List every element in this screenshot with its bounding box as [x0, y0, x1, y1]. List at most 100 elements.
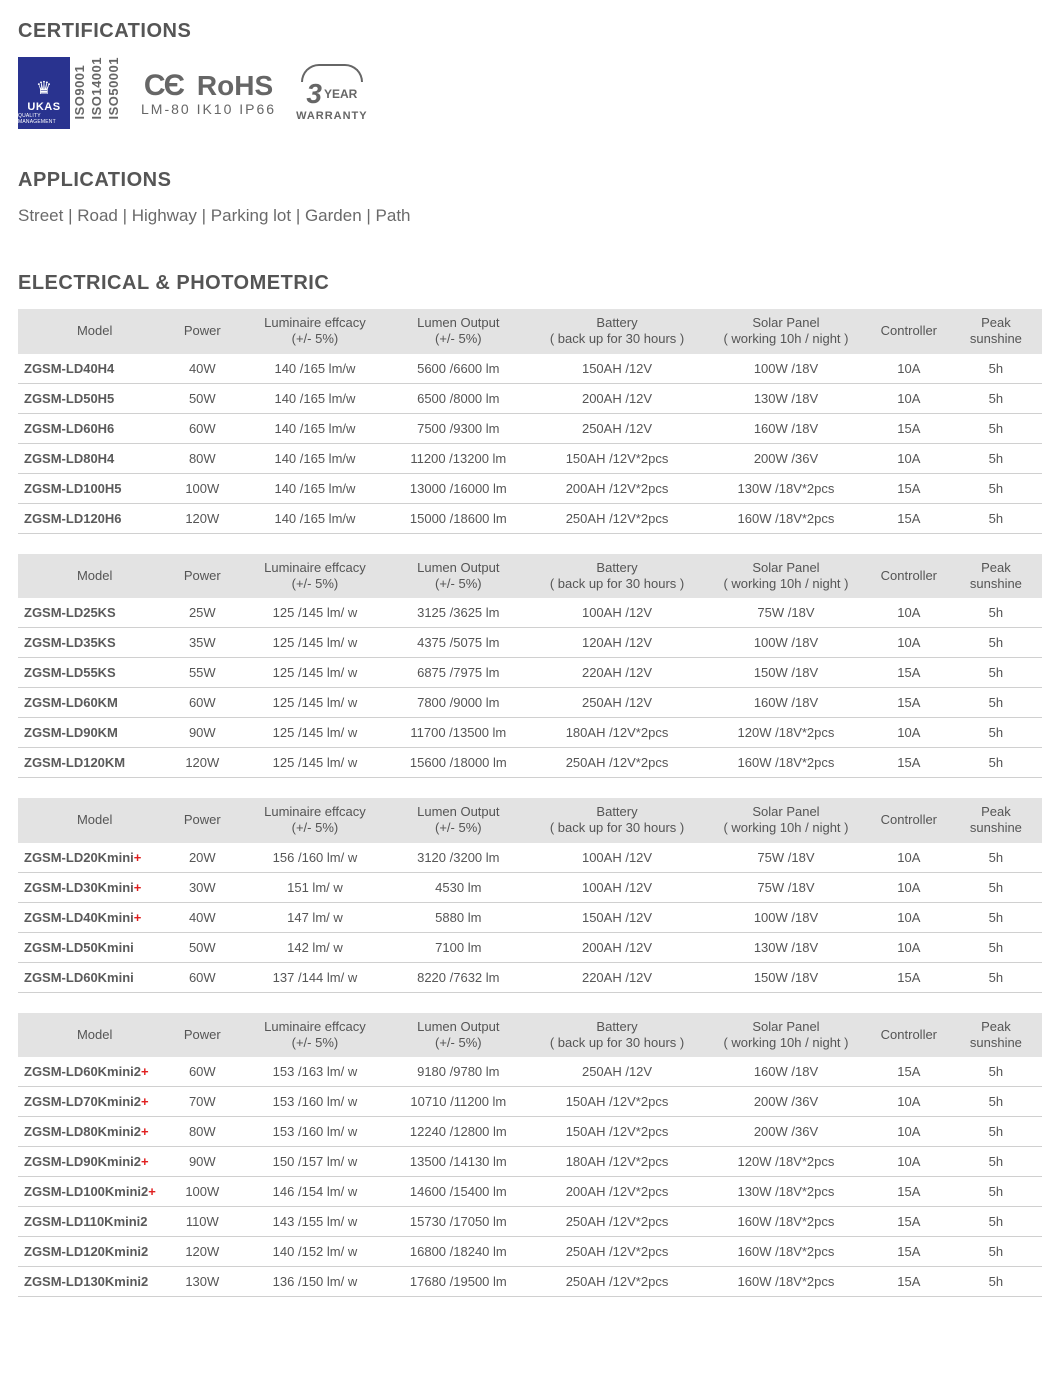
iso-item: ISO14001	[89, 57, 104, 120]
cell-model: ZGSM-LD40H4	[18, 354, 161, 384]
cell-lumen: 11200 /13200 lm	[387, 443, 530, 473]
cell-model: ZGSM-LD50Kmini	[18, 932, 161, 962]
cell-solar: 130W /18V*2pcs	[704, 1177, 868, 1207]
cell-power: 120W	[161, 748, 243, 778]
cell-solar: 130W /18V	[704, 383, 868, 413]
cell-solar: 75W /18V	[704, 598, 868, 628]
col-solar: Solar Panel( working 10h / night )	[704, 309, 868, 354]
table-row: ZGSM-LD20Kmini+20W156 /160 lm/ w3120 /32…	[18, 843, 1042, 873]
cell-controller: 15A	[868, 413, 950, 443]
cell-power: 120W	[161, 503, 243, 533]
cell-peak: 5h	[950, 688, 1042, 718]
cell-peak: 5h	[950, 748, 1042, 778]
table-row: ZGSM-LD70Kmini2+70W153 /160 lm/ w10710 /…	[18, 1087, 1042, 1117]
cell-solar: 150W /18V	[704, 658, 868, 688]
cell-model: ZGSM-LD100H5	[18, 473, 161, 503]
cell-controller: 15A	[868, 1057, 950, 1087]
col-model: Model	[18, 554, 161, 599]
table-row: ZGSM-LD25KS25W125 /145 lm/ w3125 /3625 l…	[18, 598, 1042, 628]
col-peak: Peak sunshine	[950, 798, 1042, 843]
cell-peak: 5h	[950, 1237, 1042, 1267]
iso-list: ISO9001 ISO14001 ISO50001	[72, 57, 121, 120]
cell-controller: 10A	[868, 628, 950, 658]
cell-peak: 5h	[950, 628, 1042, 658]
cell-peak: 5h	[950, 443, 1042, 473]
cell-battery: 250AH /12V*2pcs	[530, 1267, 704, 1297]
cell-battery: 250AH /12V*2pcs	[530, 1237, 704, 1267]
cell-lumen: 5880 lm	[387, 902, 530, 932]
cell-solar: 160W /18V*2pcs	[704, 1237, 868, 1267]
col-power: Power	[161, 309, 243, 354]
cell-lumen: 15600 /18000 lm	[387, 748, 530, 778]
cell-model: ZGSM-LD80H4	[18, 443, 161, 473]
cell-lumen: 4530 lm	[387, 872, 530, 902]
warranty-word: WARRANTY	[296, 110, 368, 122]
col-lumen: Lumen Output(+/- 5%)	[387, 798, 530, 843]
cell-model: ZGSM-LD20Kmini+	[18, 843, 161, 873]
cell-power: 130W	[161, 1267, 243, 1297]
cell-solar: 160W /18V	[704, 688, 868, 718]
cell-power: 80W	[161, 1117, 243, 1147]
cell-battery: 250AH /12V	[530, 688, 704, 718]
col-power: Power	[161, 798, 243, 843]
cell-peak: 5h	[950, 354, 1042, 384]
cell-solar: 130W /18V	[704, 932, 868, 962]
cell-peak: 5h	[950, 718, 1042, 748]
cell-controller: 15A	[868, 1207, 950, 1237]
cell-solar: 75W /18V	[704, 843, 868, 873]
cell-controller: 10A	[868, 1117, 950, 1147]
cell-power: 25W	[161, 598, 243, 628]
col-solar: Solar Panel( working 10h / night )	[704, 1013, 868, 1058]
cell-model: ZGSM-LD40Kmini+	[18, 902, 161, 932]
cell-efficacy: 140 /165 lm/w	[243, 443, 386, 473]
cell-controller: 10A	[868, 902, 950, 932]
certifications-heading: CERTIFICATIONS	[18, 20, 1042, 43]
cell-solar: 160W /18V*2pcs	[704, 1207, 868, 1237]
table-row: ZGSM-LD90KM90W125 /145 lm/ w11700 /13500…	[18, 718, 1042, 748]
spec-table: ModelPowerLuminaire effcacy(+/- 5%)Lumen…	[18, 309, 1042, 534]
cell-controller: 15A	[868, 473, 950, 503]
cell-peak: 5h	[950, 413, 1042, 443]
cell-power: 100W	[161, 473, 243, 503]
ukas-badge: ♛ UKAS QUALITY MANAGEMENT ISO9001 ISO140…	[18, 57, 121, 129]
cell-model: ZGSM-LD60Kmini2+	[18, 1057, 161, 1087]
cell-controller: 15A	[868, 1177, 950, 1207]
cell-efficacy: 146 /154 lm/ w	[243, 1177, 386, 1207]
cell-battery: 150AH /12V	[530, 902, 704, 932]
col-model: Model	[18, 798, 161, 843]
cell-battery: 250AH /12V*2pcs	[530, 1207, 704, 1237]
cell-efficacy: 140 /165 lm/w	[243, 473, 386, 503]
cell-efficacy: 140 /165 lm/w	[243, 413, 386, 443]
cell-efficacy: 140 /165 lm/w	[243, 383, 386, 413]
cell-lumen: 12240 /12800 lm	[387, 1117, 530, 1147]
cell-efficacy: 156 /160 lm/ w	[243, 843, 386, 873]
cell-power: 60W	[161, 1057, 243, 1087]
cell-controller: 10A	[868, 1087, 950, 1117]
warranty-badge: 3 YEAR WARRANTY	[296, 64, 368, 122]
cell-solar: 150W /18V	[704, 962, 868, 992]
cell-peak: 5h	[950, 658, 1042, 688]
table-row: ZGSM-LD130Kmini2130W136 /150 lm/ w17680 …	[18, 1267, 1042, 1297]
table-row: ZGSM-LD60H660W140 /165 lm/w7500 /9300 lm…	[18, 413, 1042, 443]
cell-model: ZGSM-LD60Kmini	[18, 962, 161, 992]
ukas-sublabel: QUALITY MANAGEMENT	[18, 113, 70, 125]
cell-controller: 10A	[868, 872, 950, 902]
cell-power: 110W	[161, 1207, 243, 1237]
cell-model: ZGSM-LD60KM	[18, 688, 161, 718]
cell-peak: 5h	[950, 473, 1042, 503]
cell-battery: 200AH /12V	[530, 932, 704, 962]
table-row: ZGSM-LD80Kmini2+80W153 /160 lm/ w12240 /…	[18, 1117, 1042, 1147]
cell-lumen: 9180 /9780 lm	[387, 1057, 530, 1087]
iso-item: ISO50001	[106, 57, 121, 120]
cell-power: 40W	[161, 354, 243, 384]
cell-model: ZGSM-LD120KM	[18, 748, 161, 778]
cell-lumen: 3120 /3200 lm	[387, 843, 530, 873]
cell-efficacy: 153 /160 lm/ w	[243, 1087, 386, 1117]
col-model: Model	[18, 1013, 161, 1058]
cell-efficacy: 136 /150 lm/ w	[243, 1267, 386, 1297]
cell-model: ZGSM-LD70Kmini2+	[18, 1087, 161, 1117]
cell-controller: 10A	[868, 354, 950, 384]
cell-model: ZGSM-LD90KM	[18, 718, 161, 748]
table-row: ZGSM-LD40H440W140 /165 lm/w5600 /6600 lm…	[18, 354, 1042, 384]
cell-controller: 10A	[868, 383, 950, 413]
